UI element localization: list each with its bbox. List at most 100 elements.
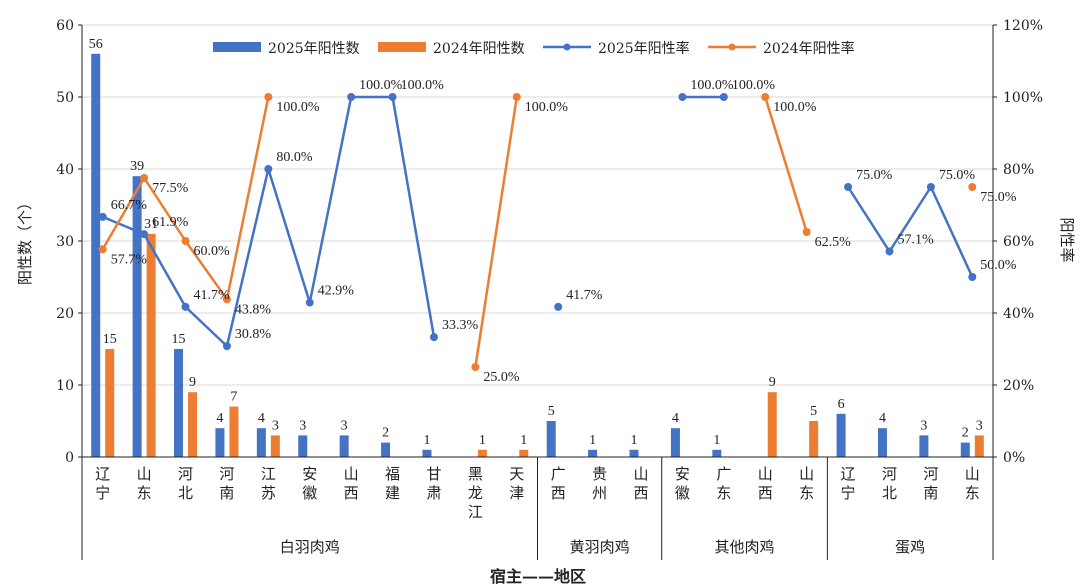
y-tick-label-left: 0 xyxy=(65,450,74,466)
point-2025-rate xyxy=(222,342,231,351)
line-2024-rate xyxy=(474,96,519,368)
rate-label-2025: 75.0% xyxy=(856,168,893,183)
y-tick-label-left: 20 xyxy=(56,306,74,322)
line-2025-rate xyxy=(847,185,974,278)
legend-label-2024-rate: 2024年阳性率 xyxy=(763,40,855,57)
x-group-label: 蛋鸡 xyxy=(895,538,925,556)
x-category-label: 山东 xyxy=(799,465,814,502)
bar-series xyxy=(91,53,984,458)
point-2024-rate xyxy=(761,93,770,101)
rate-label-2025: 33.3% xyxy=(442,318,479,333)
point-2024-rate xyxy=(140,174,149,182)
rate-label-2025: 30.8% xyxy=(235,327,272,342)
bar-2025-count xyxy=(629,449,639,457)
x-axis-title: 宿主——地区 xyxy=(490,567,586,586)
point-2025-rate xyxy=(305,298,314,307)
rate-label-2024: 25.0% xyxy=(483,370,520,385)
bar-label-2024-count: 3 xyxy=(272,418,279,433)
point-2025-rate xyxy=(98,212,107,221)
bar-label-2025-count: 4 xyxy=(672,411,679,426)
bar-label-2025-count: 4 xyxy=(879,411,886,426)
y-tick-label-left: 50 xyxy=(56,90,74,106)
x-category-label: 山西 xyxy=(634,465,649,502)
bar-label-2024-count: 3 xyxy=(976,418,983,433)
bar-label-2025-count: 3 xyxy=(299,418,306,433)
bar-label-2024-count: 1 xyxy=(479,433,486,448)
rate-label-2025: 100.0% xyxy=(690,78,734,93)
x-category-label: 山西 xyxy=(344,465,359,502)
bar-label-2025-count: 15 xyxy=(172,332,186,347)
bar-2025-count xyxy=(877,428,887,457)
y-tick-label-right: 120% xyxy=(1003,18,1043,34)
x-category-label: 山东 xyxy=(137,465,152,502)
bar-label-2024-count: 31 xyxy=(144,217,158,232)
point-2025-rate xyxy=(678,93,687,101)
bar-2024-count xyxy=(477,449,487,457)
bar-2025-count xyxy=(960,442,970,457)
point-2025-rate xyxy=(719,93,728,101)
x-category-label: 河北 xyxy=(882,465,897,502)
legend-swatch-2024-count xyxy=(378,42,426,52)
bar-label-2025-count: 1 xyxy=(589,433,596,448)
rate-label-2025: 50.0% xyxy=(980,258,1017,273)
bar-2025-count xyxy=(712,449,722,457)
x-group-label: 白羽肉鸡 xyxy=(280,538,340,556)
point-2024-rate xyxy=(181,237,190,245)
bar-label-2025-count: 1 xyxy=(423,433,430,448)
y-tick-label-left: 40 xyxy=(56,162,74,178)
y-tick-label-left: 10 xyxy=(56,378,74,394)
x-category-label: 辽宁 xyxy=(841,465,856,502)
y-tick-label-right: 20% xyxy=(1003,378,1034,394)
point-2024-rate xyxy=(968,183,977,191)
y-tick-label-right: 60% xyxy=(1003,234,1034,250)
legend-swatch-2025-count xyxy=(213,42,261,52)
legend-label-2025-rate: 2025年阳性率 xyxy=(598,40,690,57)
bar-label-2025-count: 2 xyxy=(382,426,389,441)
bar-2025-count xyxy=(670,428,680,457)
bar-2025-count xyxy=(256,428,266,457)
point-2024-rate xyxy=(512,93,521,101)
point-2025-rate xyxy=(347,93,356,101)
rate-label-2025: 57.1% xyxy=(897,232,934,247)
x-category-label: 辽宁 xyxy=(95,465,110,502)
bar-2024-count xyxy=(519,449,529,457)
rate-label-2024: 62.5% xyxy=(815,235,852,250)
rate-label-2024: 60.0% xyxy=(194,244,231,259)
x-category-label: 福建 xyxy=(385,465,400,502)
bar-label-2025-count: 3 xyxy=(920,418,927,433)
bar-2024-count xyxy=(188,392,198,457)
x-category-label: 广西 xyxy=(551,465,566,502)
point-2024-rate xyxy=(98,245,107,254)
bar-2025-count xyxy=(381,442,391,457)
point-2025-rate xyxy=(264,165,273,173)
rate-label-2024: 77.5% xyxy=(152,181,189,196)
y-tick-label-right: 40% xyxy=(1003,306,1034,322)
bar-label-2024-count: 15 xyxy=(103,332,117,347)
x-category-label: 江苏 xyxy=(261,465,276,502)
point-2024-rate xyxy=(471,363,480,371)
line-series xyxy=(98,93,977,371)
x-category-label: 甘肃 xyxy=(426,465,441,502)
bar-2024-count xyxy=(105,349,115,457)
point-2025-rate xyxy=(885,247,894,256)
point-2025-rate xyxy=(926,183,935,191)
x-group-label: 黄羽肉鸡 xyxy=(570,538,630,556)
x-category-label: 河北 xyxy=(178,465,193,502)
bar-label-2025-count: 4 xyxy=(258,411,265,426)
x-category-label: 山东 xyxy=(965,465,980,502)
rate-label-2025: 61.9% xyxy=(152,215,189,230)
rate-label-2025: 100.0% xyxy=(401,78,445,93)
point-2025-rate xyxy=(429,333,438,342)
rate-label-2025: 41.7% xyxy=(566,288,603,303)
x-category-label: 黑龙江 xyxy=(468,465,483,521)
y-tick-label-right: 80% xyxy=(1003,162,1034,178)
rate-label-2024: 100.0% xyxy=(276,100,320,115)
bar-2025-count xyxy=(174,349,184,457)
bar-label-2025-count: 1 xyxy=(713,433,720,448)
point-2025-rate xyxy=(388,93,397,101)
bar-label-2025-count: 5 xyxy=(548,404,555,419)
axes: 0 0%10 20%20 40%30 60%40 80%50 100%60 120%辽宁山东河… xyxy=(56,18,1043,560)
point-2025-rate xyxy=(968,273,977,281)
rate-label-2024: 57.7% xyxy=(111,252,148,267)
